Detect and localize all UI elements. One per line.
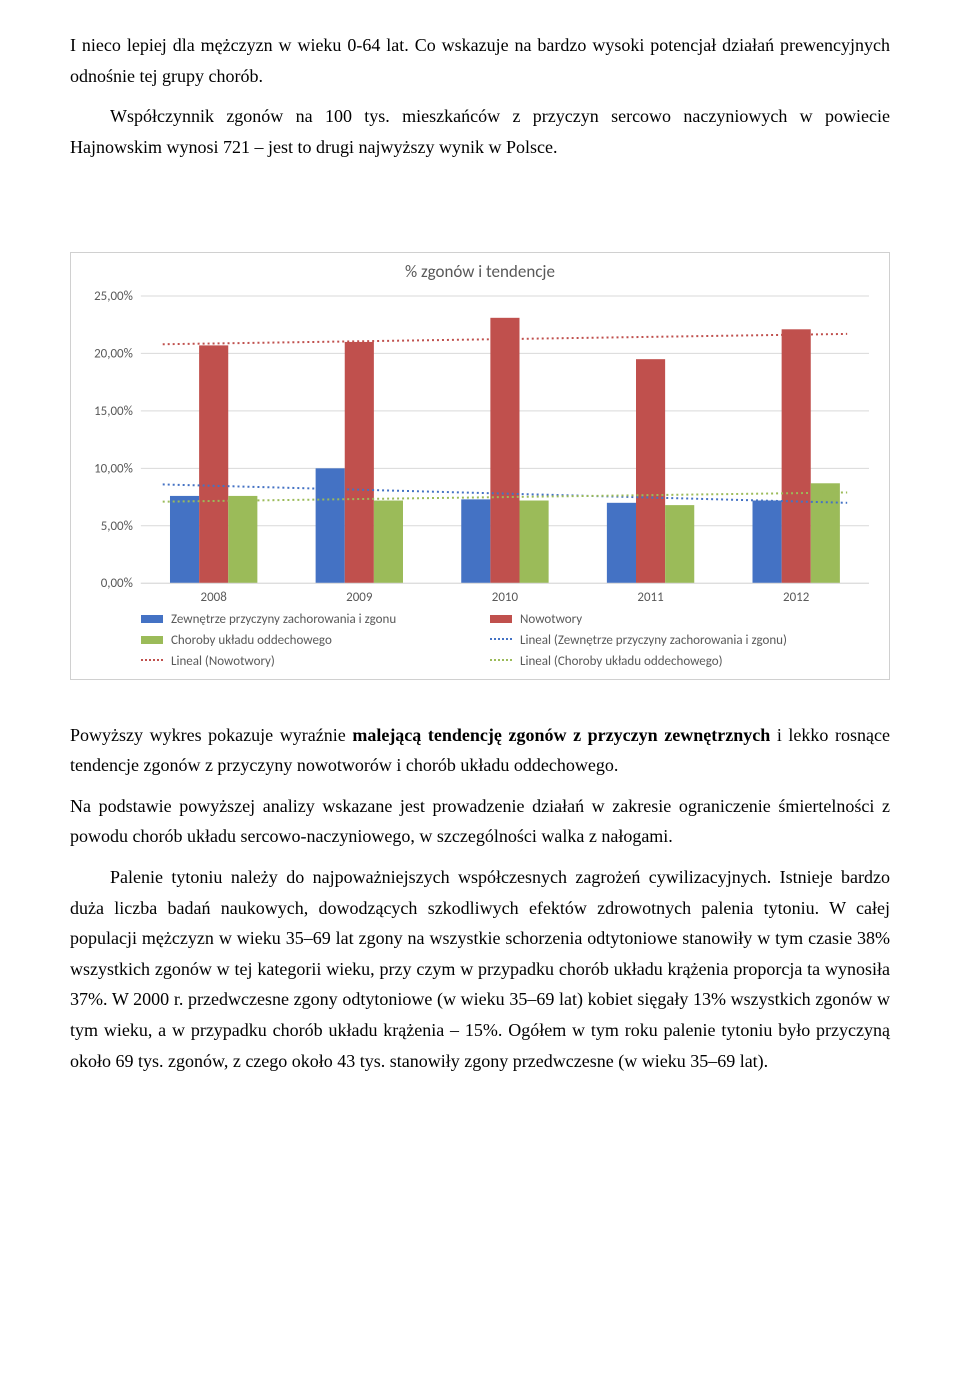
legend-swatch [141, 615, 163, 623]
legend-swatch [490, 615, 512, 623]
legend-label: Zewnętrze przyczyny zachorowania i zgonu [171, 612, 396, 627]
legend-label: Lineal (Zewnętrze przyczyny zachorowania… [520, 633, 787, 648]
chart-legend: Zewnętrze przyczyny zachorowania i zgonu… [81, 608, 879, 669]
paragraph-2: Współczynnik zgonów na 100 tys. mieszkań… [70, 101, 890, 162]
legend-item: Zewnętrze przyczyny zachorowania i zgonu [141, 612, 470, 627]
p3-bold: malejącą tendencję zgonów z przyczyn zew… [352, 725, 770, 745]
legend-item: Choroby układu oddechowego [141, 633, 470, 648]
legend-label: Lineal (Choroby układu oddechowego) [520, 654, 723, 669]
p3-before: Powyższy wykres pokazuje wyraźnie [70, 725, 352, 745]
chart-svg: 0,00% 5,00% 10,00% 15,00% 20,00% 25,00% 2008 20… [81, 288, 879, 607]
paragraph-4: Na podstawie powyższej analizy wskazane … [70, 791, 890, 852]
chart-title: % zgonów i tendencje [81, 261, 879, 282]
paragraph-1: I nieco lepiej dla mężczyzn w wieku 0-64… [70, 30, 890, 91]
svg-text:2010: 2010 [492, 591, 519, 606]
legend-item: Lineal (Choroby układu oddechowego) [490, 654, 819, 669]
legend-line [141, 659, 163, 663]
paragraph-3: Powyższy wykres pokazuje wyraźnie maleją… [70, 720, 890, 781]
svg-text:0,00%: 0,00% [101, 577, 133, 592]
legend-label: Nowotwory [520, 612, 582, 627]
svg-text:20,00%: 20,00% [94, 347, 133, 362]
svg-text:2009: 2009 [346, 591, 373, 606]
svg-text:2012: 2012 [783, 591, 810, 606]
legend-swatch [141, 636, 163, 644]
legend-label: Lineal (Nowotwory) [171, 654, 275, 669]
legend-line [490, 659, 512, 663]
svg-text:10,00%: 10,00% [94, 462, 133, 477]
legend-item: Lineal (Nowotwory) [141, 654, 470, 669]
svg-text:15,00%: 15,00% [94, 404, 133, 419]
legend-item: Nowotwory [490, 612, 819, 627]
legend-item: Lineal (Zewnętrze przyczyny zachorowania… [490, 633, 819, 648]
svg-text:2011: 2011 [637, 591, 663, 606]
chart-container: % zgonów i tendencje 0,00% 5,00% 10,00% 15,… [70, 252, 890, 679]
svg-text:5,00%: 5,00% [101, 519, 133, 534]
svg-text:25,00%: 25,00% [94, 289, 133, 304]
legend-line [490, 638, 512, 642]
paragraph-5: Palenie tytoniu należy do najpoważniejsz… [70, 862, 890, 1076]
legend-label: Choroby układu oddechowego [171, 633, 332, 648]
svg-text:2008: 2008 [201, 591, 228, 606]
